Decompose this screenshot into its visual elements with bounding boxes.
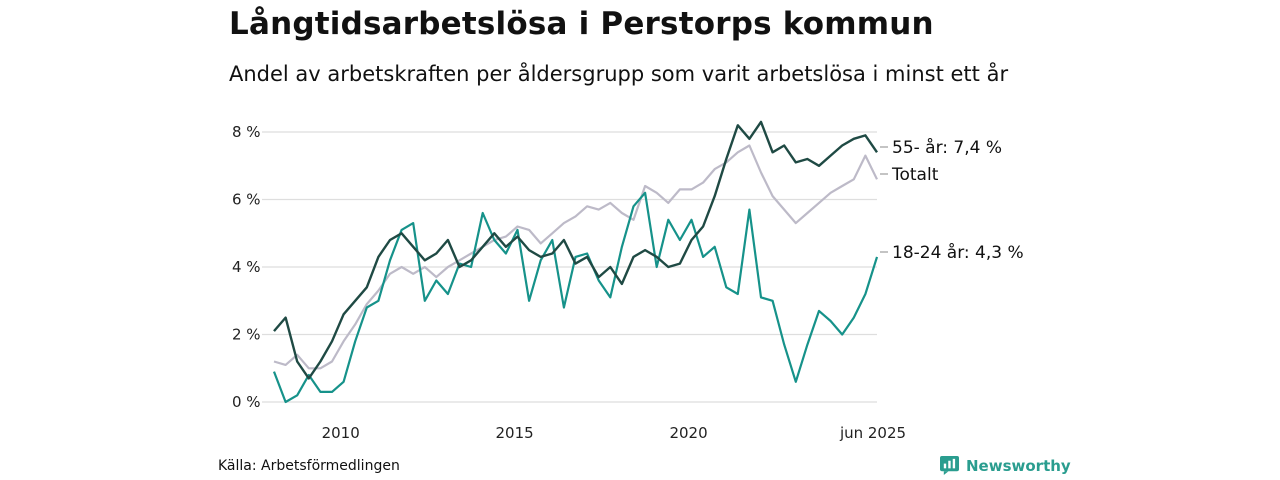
chart-title: Långtidsarbetslösa i Perstorps kommun [229, 6, 934, 42]
y-tick-label: 0 % [232, 393, 261, 411]
y-tick-label: 4 % [232, 258, 261, 276]
series-lines [272, 120, 879, 404]
brand-name: Newsworthy [966, 456, 1071, 475]
y-tick-label: 6 % [232, 191, 261, 209]
chart-subtitle: Andel av arbetskraften per åldersgrupp s… [229, 62, 1009, 86]
series-line-total [273, 144, 878, 370]
x-tick-label: 2020 [669, 424, 707, 442]
series-end-labels: Totalt 55- år: 7,4 % 18-24 år: 4,3 % [880, 137, 1024, 263]
y-axis-ticks: 0 % 2 % 4 % 6 % 8 % [232, 123, 261, 411]
end-label-age55: 55- år: 7,4 % [892, 137, 1002, 158]
grid-lines [262, 131, 877, 403]
end-label-total: Totalt [891, 165, 939, 185]
source-note: Källa: Arbetsförmedlingen [218, 458, 400, 474]
y-tick-label: 8 % [232, 123, 261, 141]
x-tick-label: 2015 [496, 424, 534, 442]
newsworthy-logo-icon [940, 456, 959, 475]
x-tick-label: 2010 [322, 424, 360, 442]
x-tick-label: jun 2025 [839, 424, 906, 442]
series-line-age55 [273, 120, 878, 380]
brand-logo[interactable]: Newsworthy [940, 456, 1071, 475]
x-axis-ticks: 2010 2015 2020 jun 2025 [322, 424, 906, 442]
line-chart: 0 % 2 % 4 % 6 % 8 % 2010 2015 2020 jun 2025 Tot… [232, 120, 1024, 442]
y-tick-label: 2 % [232, 326, 261, 344]
end-label-age1824: 18-24 år: 4,3 % [892, 242, 1024, 263]
series-line-age1824 [272, 191, 879, 404]
